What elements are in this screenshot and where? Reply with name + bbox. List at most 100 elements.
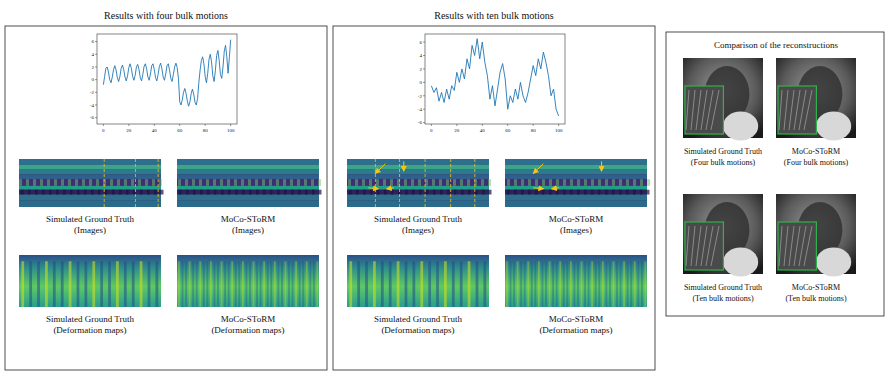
inset-vessel <box>789 90 794 130</box>
deform-stripe <box>598 261 600 307</box>
deform-stripe <box>199 261 201 307</box>
deform-stripe <box>483 261 486 307</box>
deform-stripe <box>365 261 368 307</box>
strip-texture <box>640 179 643 186</box>
motion-boundary <box>399 159 400 207</box>
x-tick <box>179 124 180 126</box>
panel-title: Comparison of the reconstructions <box>714 40 839 50</box>
strip-texture <box>304 179 307 186</box>
deform-stripe <box>460 261 463 307</box>
strip-band <box>177 159 319 165</box>
deform-stripe <box>100 261 103 307</box>
strip-band <box>347 159 489 165</box>
strip-band <box>177 179 319 186</box>
strip-band <box>505 165 647 170</box>
deform-stripe <box>21 261 24 307</box>
deformation-map <box>505 255 647 307</box>
strip-texture <box>290 179 293 186</box>
strip-texture <box>507 179 510 186</box>
deform-stripe <box>506 261 508 307</box>
strip-texture <box>468 190 471 195</box>
deform-stripe <box>203 261 205 307</box>
strip-band <box>505 174 647 179</box>
deform-stripe <box>260 261 262 307</box>
inset-vessel <box>711 226 719 266</box>
series-line <box>103 40 230 107</box>
strip-texture <box>262 179 265 186</box>
motion-boundary <box>135 159 136 207</box>
deform-stripe <box>29 261 32 307</box>
deform-stripe <box>189 261 191 307</box>
deform-stripe <box>524 261 526 307</box>
image-strip <box>19 159 164 207</box>
data-group <box>103 40 230 107</box>
inset-vessel <box>701 226 707 266</box>
x-tick-label: 20 <box>454 128 460 133</box>
deform-stripe <box>581 261 583 307</box>
strip-texture <box>124 179 127 186</box>
y-tick-label: -4 <box>90 103 95 108</box>
deform-stripe <box>235 261 237 307</box>
deform-stripe <box>92 261 95 307</box>
strip-texture <box>26 179 29 186</box>
strip-texture <box>481 179 484 186</box>
inset-vessel <box>784 226 788 266</box>
deform-stripe <box>577 261 579 307</box>
deform-stripe <box>228 261 230 307</box>
x-tick <box>558 124 559 126</box>
strip-texture <box>235 190 238 195</box>
strip-texture <box>405 190 408 195</box>
strip-band <box>347 174 489 179</box>
deform-stripe <box>37 261 40 307</box>
inset-vessel <box>691 90 695 130</box>
chart: 020406080100-6-4-20246 <box>90 34 237 133</box>
strip-texture <box>411 179 414 186</box>
strip-texture <box>56 190 59 195</box>
caption: MoCo-SToRM <box>792 147 840 156</box>
caption: (Ten bulk motions) <box>692 294 754 303</box>
deform-stripe <box>238 261 240 307</box>
strip-texture <box>447 190 450 195</box>
y-tick <box>95 54 97 55</box>
x-tick-label: 100 <box>555 128 563 133</box>
strip-bg <box>347 159 489 207</box>
strip-texture <box>453 179 456 186</box>
inset <box>685 86 723 134</box>
strip-texture <box>362 179 365 186</box>
deform-stripe <box>630 261 632 307</box>
x-tick-label: 60 <box>177 128 183 133</box>
strip-texture <box>577 190 580 195</box>
y-tick-label: 4 <box>420 53 423 58</box>
strip-band <box>347 195 489 201</box>
caption: (Deformation maps) <box>53 325 126 335</box>
caption: MoCo-SToRM <box>549 214 603 224</box>
strip-texture <box>598 179 601 186</box>
deform-stripe <box>299 261 301 307</box>
y-tick-label: -4 <box>418 107 423 112</box>
strip-band <box>347 190 489 195</box>
caption: MoCo-SToRM <box>221 214 275 224</box>
strip-texture <box>514 190 517 195</box>
caption: Simulated Ground Truth <box>374 314 463 324</box>
strip-texture <box>70 190 73 195</box>
deform-stripe <box>513 261 515 307</box>
strip-texture <box>256 190 259 195</box>
strip-texture <box>619 190 622 195</box>
strip-texture <box>91 190 94 195</box>
x-tick-label: 80 <box>203 128 209 133</box>
strip-texture <box>192 179 195 186</box>
deformation-map <box>19 255 161 307</box>
deform-stripe <box>274 261 276 307</box>
deform-stripe <box>69 261 72 307</box>
strip-band <box>177 195 319 201</box>
strip-texture <box>535 190 538 195</box>
deform-stripe <box>349 261 352 307</box>
strip-texture <box>145 179 148 186</box>
strip-texture <box>193 190 196 195</box>
strip-texture <box>227 179 230 186</box>
deform-stripe <box>155 261 158 307</box>
x-tick-label: 20 <box>126 128 132 133</box>
strip-texture <box>35 190 38 195</box>
deform-stripe <box>140 261 143 307</box>
strip-texture <box>489 190 492 195</box>
